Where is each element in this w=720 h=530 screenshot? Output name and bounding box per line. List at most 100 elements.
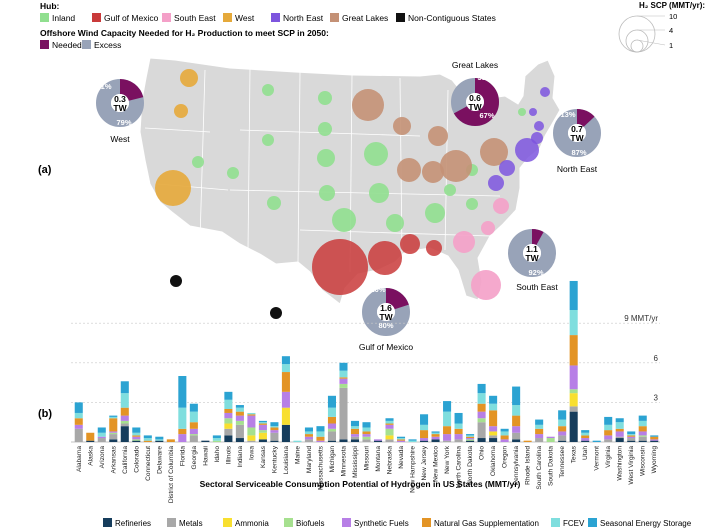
hub-label-non-contiguous-states: Non-Contiguous States <box>408 13 496 23</box>
bubble-north-east <box>534 121 544 131</box>
bar-segment-fcev <box>443 411 452 427</box>
bubble-gulf-of-mexico <box>368 241 402 275</box>
bar-segment-refineries <box>86 440 95 442</box>
bar-segment-metals <box>569 406 578 412</box>
x-tick-label: Illinois <box>225 445 232 464</box>
bubble-great-lakes <box>422 161 444 183</box>
bar-segment-seasonal-energy-storage <box>627 431 636 435</box>
bar-segment-synthetic-fuels <box>569 365 578 390</box>
bubble-inland <box>364 142 388 166</box>
bar-segment-synthetic-fuels <box>420 438 429 441</box>
bar-segment-natural-gas-supplementation <box>327 416 336 424</box>
bar-segment-biofuels <box>212 440 221 442</box>
bar-segment-ammonia <box>247 435 256 441</box>
bubble-great-lakes <box>480 138 508 166</box>
bar-segment-synthetic-fuels <box>327 423 336 429</box>
donut-gulf-of-mexico: 1.6TW 20% 80% Gulf of Mexico <box>359 285 414 352</box>
x-tick-label: New Jersey <box>421 445 428 480</box>
bar-segment-fcev <box>604 424 613 431</box>
x-tick-label: South Dakota <box>548 446 555 486</box>
donut-excess-label-gulf-of-mexico: 80% <box>378 321 393 330</box>
bar-segment-natural-gas-supplementation <box>339 377 348 379</box>
bar-segment-synthetic-fuels <box>454 434 463 440</box>
bar-segment-refineries <box>155 440 164 442</box>
bar-segment-seasonal-energy-storage <box>224 391 233 400</box>
x-tick-label: Alabama <box>76 446 83 472</box>
hub-swatch-south-east <box>162 13 171 22</box>
bar-segment-fcev <box>224 399 233 409</box>
bubble-west <box>180 69 198 87</box>
donut-value-west: 0.3 <box>114 94 126 104</box>
bar-segment-seasonal-energy-storage <box>569 280 578 310</box>
bar-segment-fcev <box>454 423 463 429</box>
x-tick-label: New York <box>444 445 451 474</box>
bar-segment-seasonal-energy-storage <box>258 420 267 423</box>
bar-segment-ammonia <box>569 393 578 407</box>
donut-center-south-east <box>523 244 541 262</box>
bar-segment-seasonal-energy-storage <box>316 426 325 432</box>
x-tick-label: Montana <box>375 446 382 472</box>
bar-segment-seasonal-energy-storage <box>408 439 417 441</box>
bar-segment-natural-gas-supplementation <box>489 410 498 427</box>
bar-segment-refineries <box>420 440 429 442</box>
bar-segment-natural-gas-supplementation <box>74 418 83 425</box>
bar-segment-synthetic-fuels <box>258 424 267 431</box>
bar-segment-ammonia <box>224 423 233 429</box>
donut-center-gulf-of-mexico <box>377 303 395 321</box>
bar-segment-synthetic-fuels <box>512 426 521 433</box>
bar-segment-fcev <box>247 412 256 415</box>
bar-segment-biofuels <box>362 436 371 440</box>
x-tick-label: Delaware <box>156 446 163 474</box>
donut-region-label-gulf-of-mexico: Gulf of Mexico <box>359 342 414 352</box>
bar-segment-metals <box>327 431 336 441</box>
legend-label-synthetic-fuels: Synthetic Fuels <box>354 519 409 528</box>
bar-segment-biofuels <box>385 428 394 436</box>
bubble-hawaii <box>270 307 282 319</box>
bar-segment-fcev <box>477 393 486 404</box>
x-tick-label: Wisconsin <box>640 446 647 476</box>
bar-segment-natural-gas-supplementation <box>638 426 647 432</box>
bar-segment-natural-gas-supplementation <box>86 432 95 441</box>
size-legend-label-10: 10 <box>669 12 677 21</box>
bar-segment-seasonal-energy-storage <box>212 435 221 439</box>
y-tick-label: 6 <box>654 354 659 363</box>
bubble-north-east <box>540 87 550 97</box>
size-legend-title: H₂ SCP (MMT/yr): <box>639 1 705 10</box>
donut-value-great-lakes: 0.6 <box>469 93 481 103</box>
bar-segment-synthetic-fuels <box>615 431 624 437</box>
bar-segment-refineries <box>201 440 210 442</box>
bar-segment-biofuels <box>189 434 198 436</box>
bubble-inland <box>318 122 332 136</box>
hub-swatch-north-east <box>271 13 280 22</box>
bar-segment-biofuels <box>132 439 141 441</box>
bar-segment-fcev <box>120 393 129 408</box>
bubble-alaska <box>170 275 182 287</box>
bar-segment-seasonal-energy-storage <box>535 419 544 425</box>
bar-segment-synthetic-fuels <box>120 415 129 421</box>
x-tick-label: Texas <box>571 445 578 463</box>
bar-segment-synthetic-fuels <box>178 434 187 442</box>
donut-south-east: 1.1TW 92% South East <box>508 229 558 292</box>
bar-segment-natural-gas-supplementation <box>604 430 613 436</box>
bar-segment-metals <box>120 423 129 427</box>
bar-segment-fcev <box>362 427 371 432</box>
bar-segment-natural-gas-supplementation <box>558 426 567 432</box>
bar-segment-synthetic-fuels <box>97 436 106 439</box>
bar-segment-refineries <box>270 440 279 442</box>
bar-segment-natural-gas-supplementation <box>420 430 429 439</box>
bar-segment-fcev <box>212 438 221 441</box>
donut-value-south-east: 1.1 <box>526 244 538 254</box>
x-tick-label: Missouri <box>364 445 371 470</box>
bar-segment-metals <box>604 439 613 442</box>
bar-segment-biofuels <box>569 389 578 394</box>
hub-swatch-inland <box>40 13 49 22</box>
bar-segment-seasonal-energy-storage <box>477 383 486 394</box>
bar-segment-refineries <box>431 439 440 442</box>
stacked-bar-chart: 3 6 9 MMT/yr Alabama Alaska Arizona Arkansas Ca… <box>71 280 660 503</box>
x-tick-label: Connecticut <box>145 446 152 481</box>
donut-region-label-west: West <box>110 134 130 144</box>
bubble-great-lakes <box>393 117 411 135</box>
x-tick-label: Kansas <box>260 445 267 468</box>
